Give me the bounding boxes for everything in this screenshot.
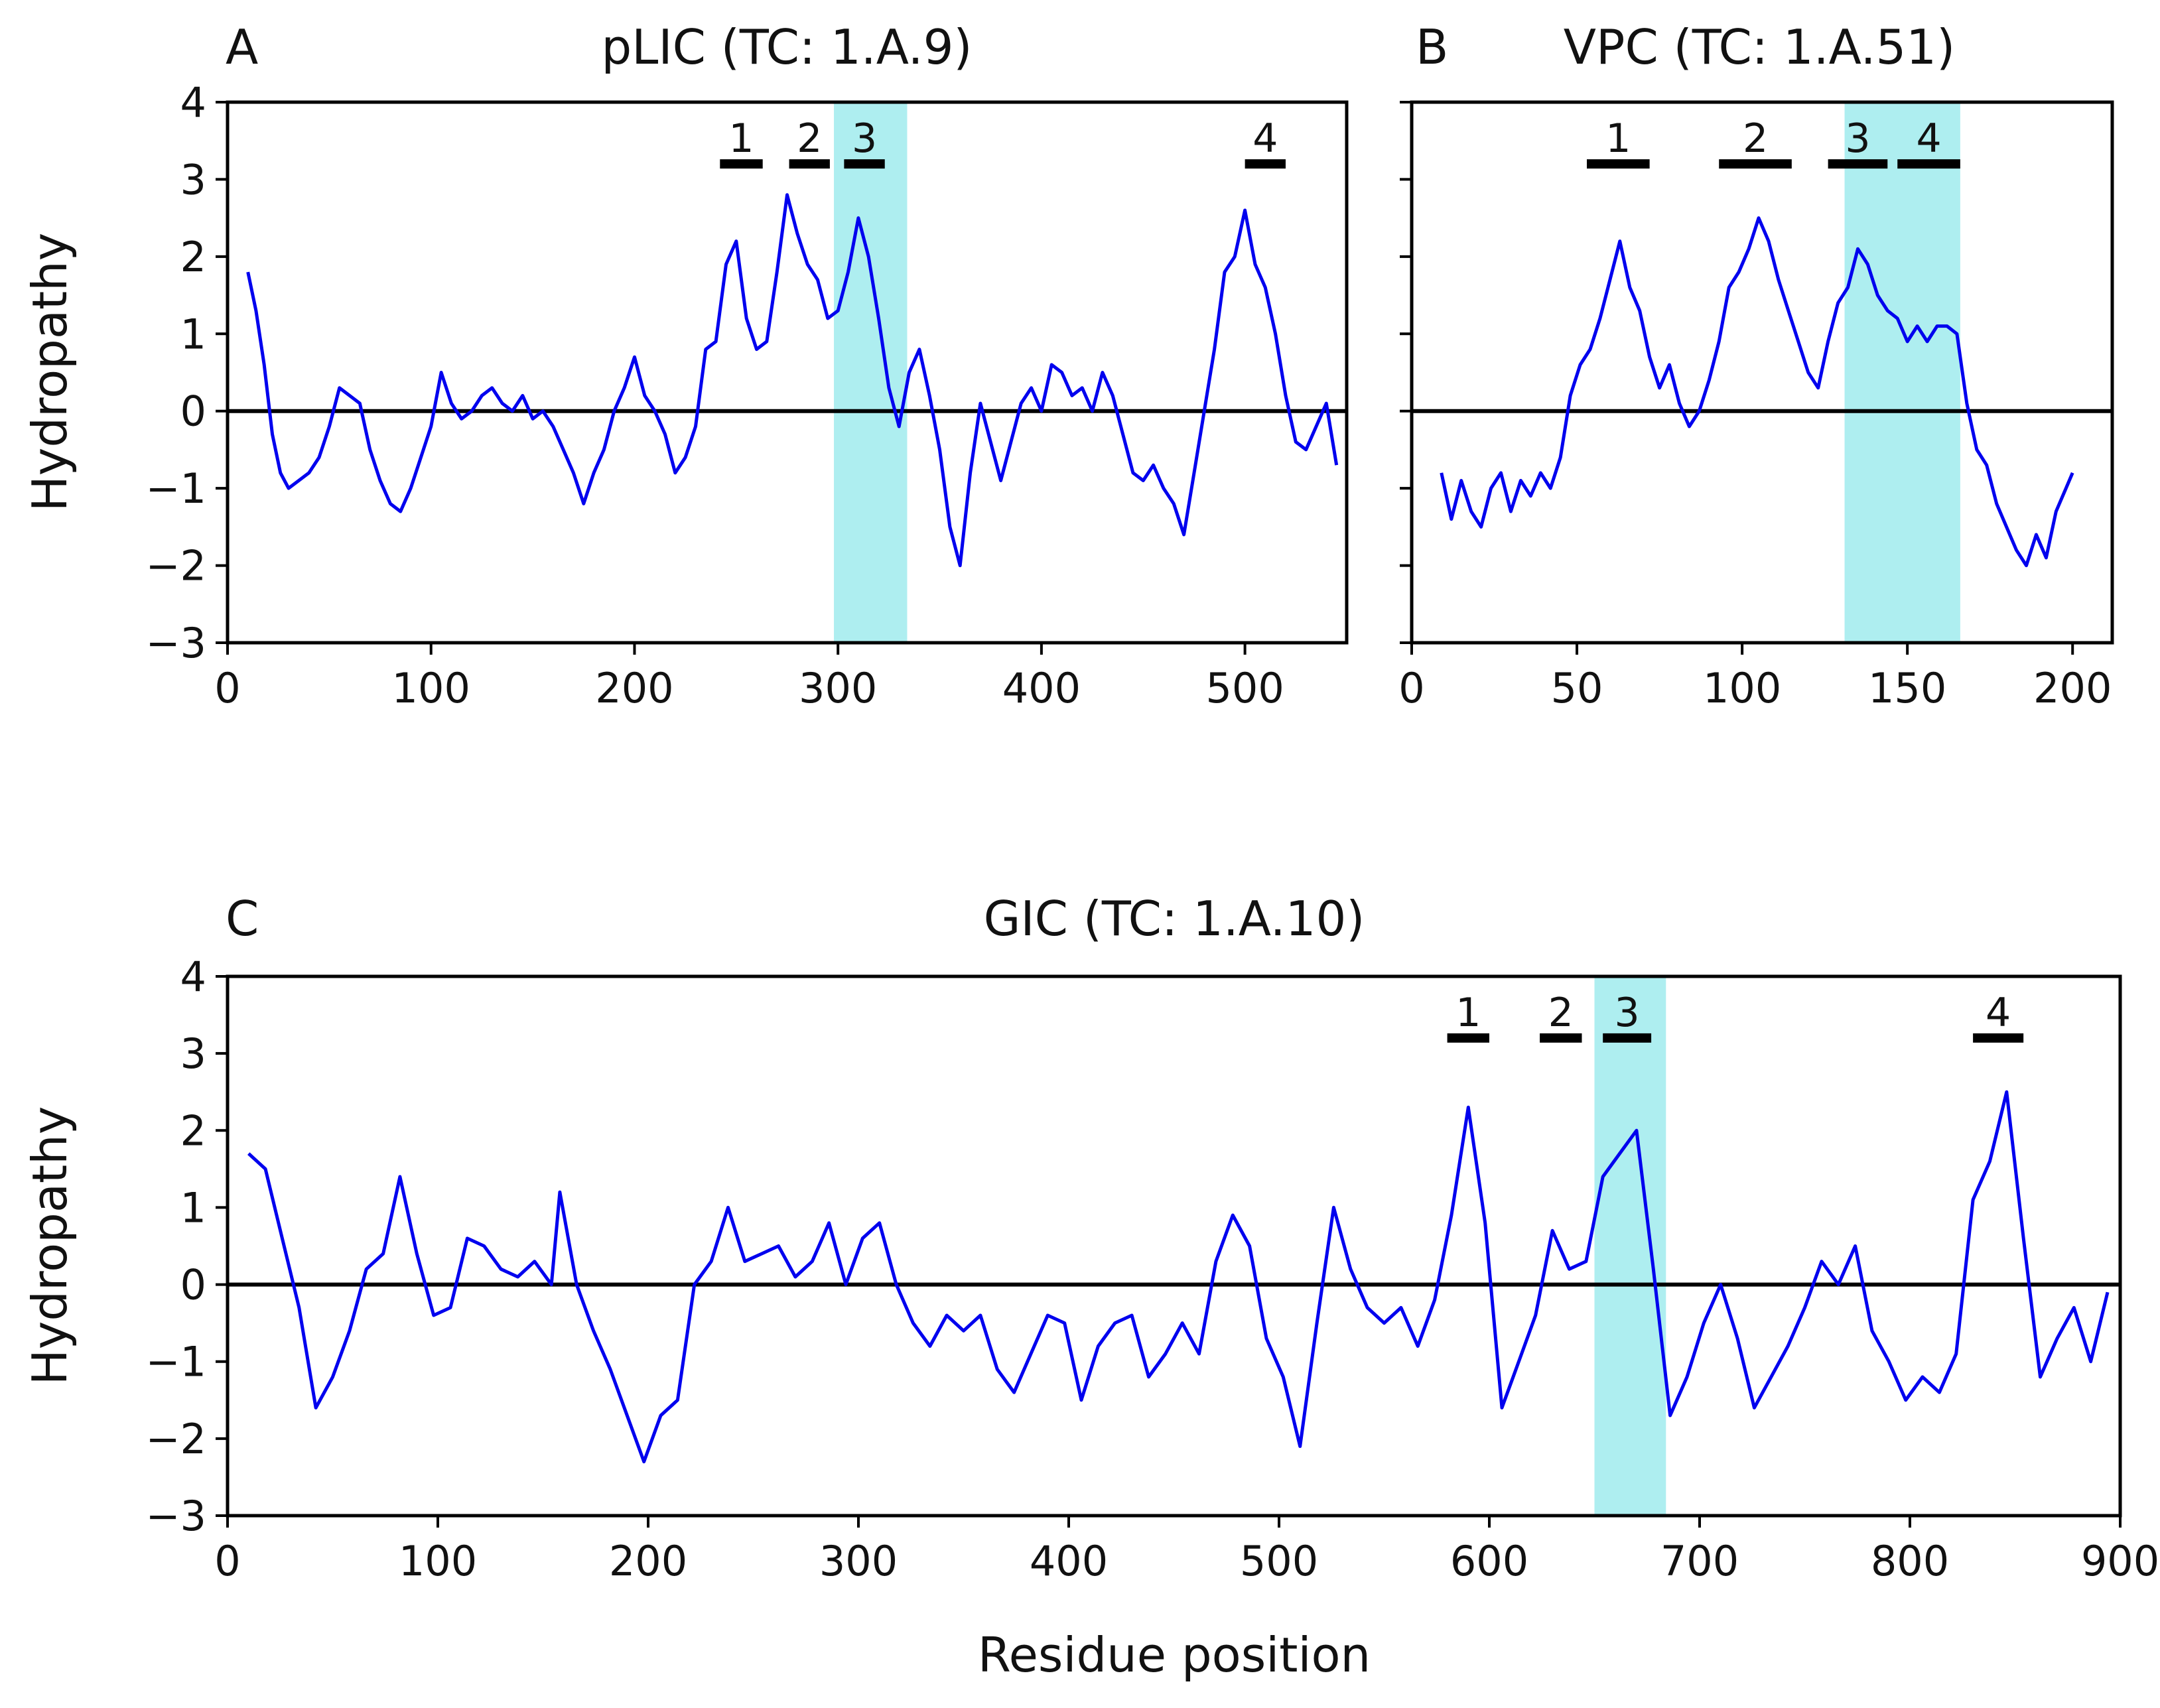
x-tick-label: 200 — [2033, 664, 2112, 712]
tm-segment-label: 4 — [1916, 115, 1941, 162]
panel-title: pLIC (TC: 1.A.9) — [602, 19, 973, 75]
y-tick-label: −2 — [146, 1415, 206, 1463]
tm-segment-label: 1 — [1605, 115, 1631, 162]
y-tick-label: −2 — [146, 542, 206, 590]
x-tick-label: 150 — [1868, 664, 1946, 712]
x-tick-label: 500 — [1205, 664, 1284, 712]
y-tick-label: 1 — [180, 310, 206, 358]
x-tick-label: 100 — [399, 1537, 477, 1585]
shaded-region — [1844, 102, 1960, 643]
shaded-region — [834, 102, 908, 643]
x-tick-label: 700 — [1660, 1537, 1739, 1585]
shaded-region — [1594, 976, 1666, 1516]
y-tick-label: 3 — [180, 1029, 206, 1078]
y-tick-label: −3 — [146, 1492, 206, 1540]
y-tick-label: 4 — [180, 953, 206, 1001]
y-axis-label: Hydropathy — [22, 233, 78, 512]
x-tick-label: 200 — [595, 664, 673, 712]
x-tick-label: 100 — [392, 664, 470, 712]
plot-frame — [226, 100, 1349, 645]
y-tick-label: 3 — [180, 155, 206, 204]
panel-letter: A — [226, 19, 258, 75]
x-tick-label: 800 — [1871, 1537, 1949, 1585]
y-tick-label: 2 — [180, 1106, 206, 1155]
hydropathy-line — [247, 1090, 2110, 1464]
y-tick-label: −1 — [146, 1338, 206, 1386]
x-tick-label: 900 — [2081, 1537, 2159, 1585]
x-tick-label: 400 — [1030, 1537, 1108, 1585]
tm-segment-label: 3 — [1615, 990, 1640, 1036]
x-tick-label: 300 — [799, 664, 877, 712]
panel-title: VPC (TC: 1.A.51) — [1564, 19, 1955, 75]
tm-segment-label: 4 — [1252, 115, 1278, 162]
y-tick-label: 1 — [180, 1183, 206, 1232]
plot-frame — [226, 974, 2122, 1518]
panel-title: GIC (TC: 1.A.10) — [984, 891, 1365, 947]
tm-segment-label: 3 — [1845, 115, 1870, 162]
plot-frame — [1410, 100, 2114, 645]
x-tick-label: 0 — [214, 664, 240, 712]
tm-segment-label: 3 — [852, 115, 877, 162]
y-tick-label: −1 — [146, 464, 206, 513]
hydropathy-line — [246, 193, 1339, 568]
x-tick-label: 400 — [1002, 664, 1081, 712]
hydropathy-line — [1440, 216, 2074, 568]
tm-segment-label: 2 — [797, 115, 822, 162]
x-tick-label: 0 — [1398, 664, 1424, 712]
tm-segment-label: 4 — [1986, 990, 2011, 1036]
x-tick-label: 600 — [1450, 1537, 1528, 1585]
x-tick-label: 50 — [1551, 664, 1603, 712]
y-tick-label: 2 — [180, 233, 206, 281]
tm-segment-label: 1 — [728, 115, 754, 162]
x-tick-label: 0 — [214, 1537, 240, 1585]
tm-segment-label: 1 — [1455, 990, 1481, 1036]
x-axis-label: Residue position — [978, 1627, 1371, 1683]
x-tick-label: 300 — [819, 1537, 898, 1585]
y-tick-label: 4 — [180, 78, 206, 127]
panel-letter: C — [226, 891, 259, 947]
x-tick-label: 100 — [1703, 664, 1781, 712]
y-axis-label: Hydropathy — [22, 1106, 78, 1386]
x-tick-label: 500 — [1240, 1537, 1318, 1585]
x-tick-label: 200 — [609, 1537, 687, 1585]
panel-letter: B — [1416, 19, 1448, 75]
y-tick-label: 0 — [180, 1261, 206, 1309]
y-tick-label: 0 — [180, 387, 206, 436]
tm-segment-label: 2 — [1548, 990, 1574, 1036]
tm-segment-label: 2 — [1743, 115, 1768, 162]
y-tick-label: −3 — [146, 619, 206, 667]
